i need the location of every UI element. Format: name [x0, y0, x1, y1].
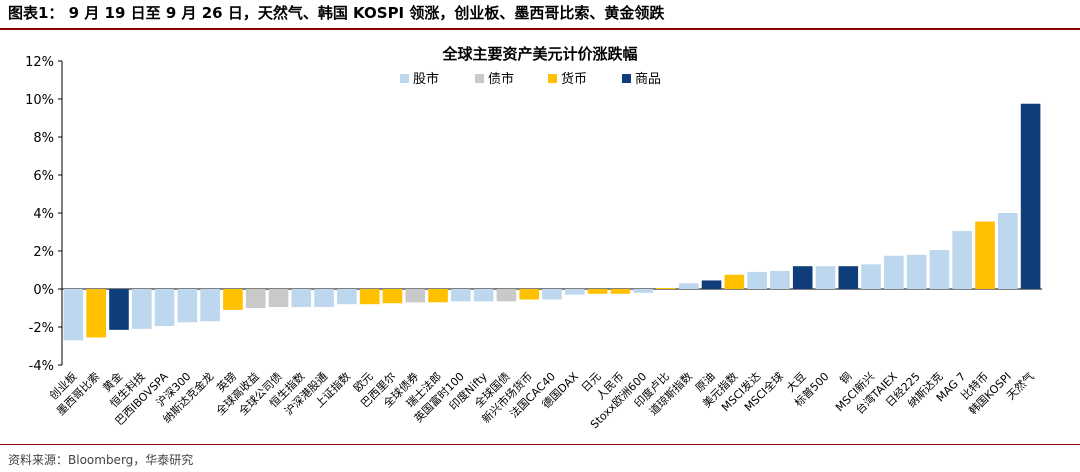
- figure-title: 图表1： 9 月 19 日至 9 月 26 日，天然气、韩国 KOSPI 领涨，…: [8, 4, 665, 22]
- bar: [337, 289, 357, 305]
- bar: [428, 289, 448, 303]
- bar: [770, 270, 790, 289]
- bar: [451, 289, 471, 302]
- bar: [929, 250, 950, 289]
- legend-label: 债市: [488, 71, 514, 87]
- figure-header: 图表1： 9 月 19 日至 9 月 26 日，天然气、韩国 KOSPI 领涨，…: [0, 0, 1080, 26]
- bar: [838, 266, 859, 289]
- bar: [1020, 103, 1041, 289]
- bar: [131, 289, 152, 329]
- bar: [154, 289, 175, 327]
- bar: [86, 289, 106, 338]
- bar: [747, 271, 767, 289]
- bar: [815, 266, 836, 289]
- bar: [496, 289, 517, 302]
- bar: [223, 289, 243, 310]
- bar: [656, 288, 676, 289]
- bar: [109, 289, 129, 330]
- bar: [724, 274, 745, 289]
- y-tick-label: -2%: [29, 321, 54, 336]
- x-tick-label: 铜: [837, 369, 855, 387]
- chart-title: 全球主要资产美元计价涨跌幅: [441, 45, 637, 63]
- bar: [633, 289, 653, 293]
- y-tick-label: 10%: [25, 93, 54, 108]
- bar: [587, 289, 608, 294]
- x-axis-labels: 创业板墨西哥比索黄金恒生科技巴西IBOVSPA沪深300纳斯达克金龙英镑全球高收…: [46, 369, 1036, 431]
- bar: [519, 289, 540, 300]
- bar: [63, 289, 84, 341]
- bar: [268, 289, 289, 308]
- bar: [906, 254, 927, 289]
- legend-label: 商品: [635, 72, 661, 87]
- y-tick-label: 8%: [33, 131, 54, 146]
- bar: [792, 266, 813, 289]
- bar: [564, 289, 585, 295]
- bar: [542, 289, 562, 300]
- bar-chart: 全球主要资产美元计价涨跌幅 股市 债市 货币 商品 -4% -2% 0% 2% 4% 6% 8% 1…: [25, 45, 1042, 431]
- chart-legend: 股市 债市 货币 商品: [400, 71, 661, 87]
- y-tick-label: 2%: [33, 245, 54, 260]
- bar: [314, 289, 334, 308]
- header-divider: [0, 28, 1080, 30]
- legend-swatch: [548, 74, 557, 83]
- bar: [405, 289, 426, 303]
- bar: [473, 289, 494, 302]
- bar: [291, 289, 312, 308]
- y-tick-label: 12%: [25, 55, 54, 70]
- legend-swatch: [622, 74, 631, 83]
- bar: [359, 289, 380, 305]
- bar: [382, 289, 403, 304]
- y-tick-label: -4%: [29, 359, 54, 374]
- bar: [200, 289, 220, 322]
- y-tick-label: 6%: [33, 169, 54, 184]
- bar: [177, 289, 198, 323]
- footer-divider: [0, 444, 1080, 445]
- bar: [884, 255, 904, 289]
- legend-swatch: [400, 74, 409, 83]
- legend-label: 货币: [561, 71, 587, 87]
- bar: [678, 283, 699, 289]
- source-note: 资料来源：Bloomberg，华泰研究: [8, 453, 194, 467]
- bar: [952, 231, 973, 289]
- bar: [975, 221, 995, 289]
- bar: [610, 289, 631, 294]
- bar: [245, 289, 266, 308]
- y-tick-label: 0%: [33, 283, 54, 298]
- y-tick-label: 4%: [33, 207, 54, 222]
- legend-swatch: [475, 74, 484, 83]
- bar: [998, 213, 1018, 289]
- y-axis: -4% -2% 0% 2% 4% 6% 8% 10% 12%: [25, 55, 1042, 374]
- bars: [63, 103, 1041, 341]
- bar: [861, 264, 881, 289]
- bar: [701, 280, 722, 289]
- legend-label: 股市: [413, 71, 439, 87]
